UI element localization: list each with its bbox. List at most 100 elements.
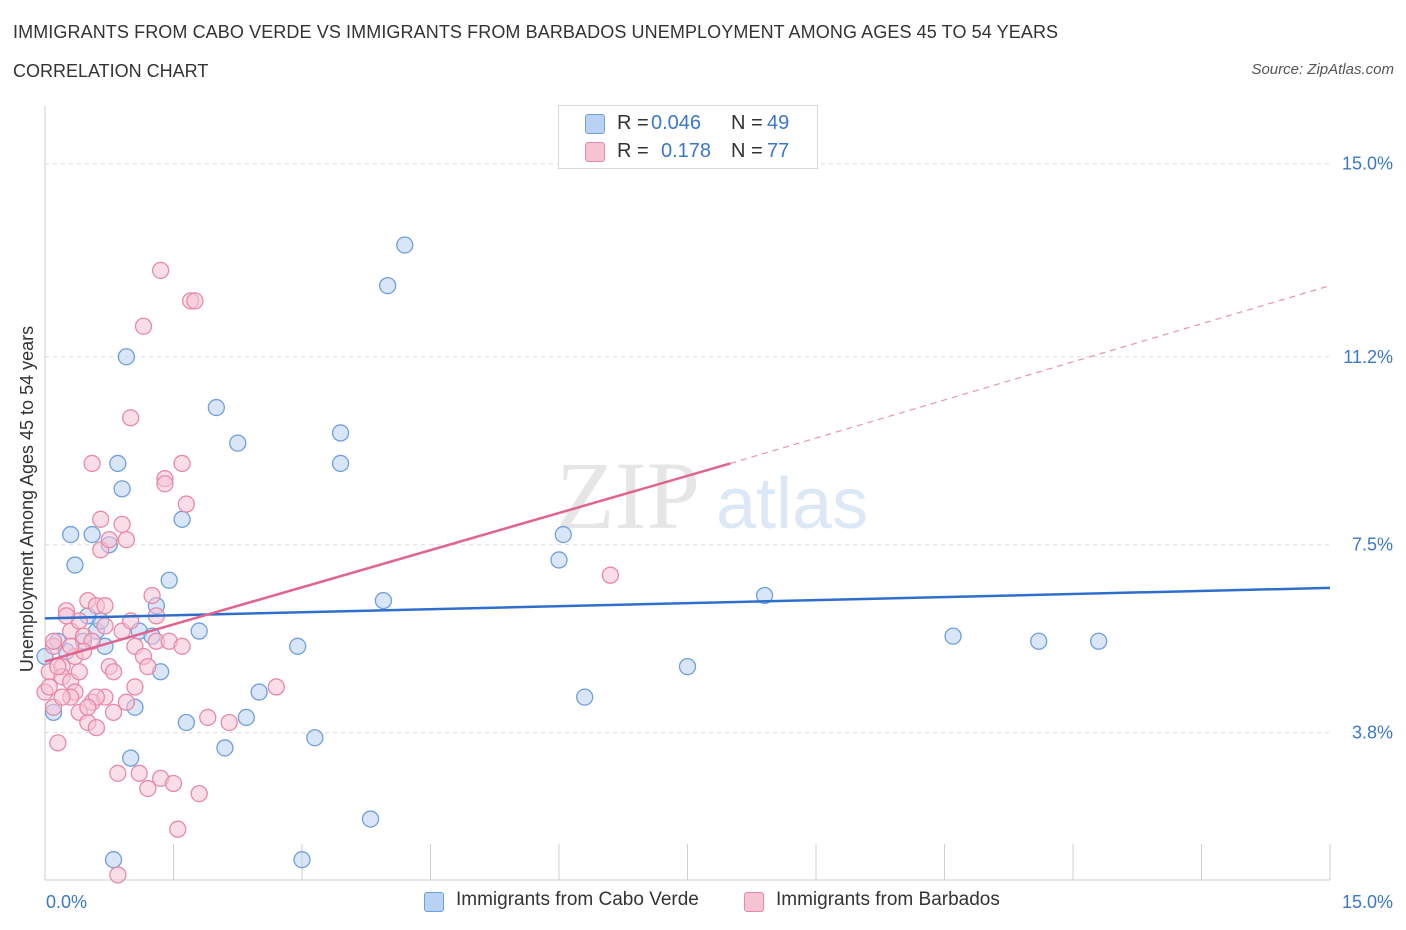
point-pink xyxy=(126,678,144,696)
trend-line-blue xyxy=(44,586,1331,620)
point-pink xyxy=(49,734,67,752)
point-blue xyxy=(331,424,350,442)
y-tick-label: 3.8% xyxy=(1352,723,1393,743)
source-credit: Source: ZipAtlas.com xyxy=(1251,61,1394,78)
point-blue xyxy=(237,708,255,727)
x-tick-label-min: 0.0% xyxy=(46,892,87,912)
point-blue xyxy=(306,729,324,747)
point-blue xyxy=(207,398,225,417)
series-legend: Immigrants from Cabo Verde Immigrants fr… xyxy=(0,889,1406,915)
point-pink xyxy=(49,657,67,676)
point-pink xyxy=(109,866,127,884)
correlation-legend: R = 0.046 N = 49 R = 0.178 N = 77 xyxy=(558,105,818,169)
y-tick-label: 15.0% xyxy=(1342,154,1393,174)
point-pink xyxy=(186,292,204,310)
point-blue xyxy=(104,851,123,869)
point-blue xyxy=(944,627,962,645)
point-blue xyxy=(396,236,414,254)
point-pink xyxy=(190,784,208,803)
point-pink xyxy=(100,530,118,549)
point-pink xyxy=(79,698,97,716)
point-blue xyxy=(122,749,140,767)
legend-r-value: 0.046 xyxy=(651,112,702,134)
point-pink xyxy=(109,764,127,782)
point-blue xyxy=(216,739,234,757)
point-blue xyxy=(289,637,307,655)
point-pink xyxy=(177,495,196,513)
point-pink xyxy=(173,637,191,655)
chart-subtitle: CORRELATION CHART xyxy=(13,61,209,81)
point-blue xyxy=(229,434,247,452)
point-pink xyxy=(104,663,123,681)
point-blue xyxy=(331,454,350,473)
point-blue xyxy=(190,622,208,640)
legend-n-label: N = xyxy=(731,112,763,134)
watermark-atlas: atlas xyxy=(716,464,868,544)
legend-swatch-blue xyxy=(585,114,605,134)
point-blue xyxy=(1090,632,1108,650)
point-pink xyxy=(44,632,63,650)
point-pink xyxy=(70,663,88,681)
point-blue xyxy=(250,683,268,701)
legend-n-value: 77 xyxy=(767,140,790,162)
point-pink xyxy=(113,515,131,534)
legend-swatch-blue xyxy=(424,892,444,912)
point-blue xyxy=(550,551,568,569)
point-blue xyxy=(379,276,397,295)
point-pink xyxy=(151,261,170,280)
point-pink xyxy=(130,764,148,782)
point-blue xyxy=(113,480,131,498)
chart-title: IMMIGRANTS FROM CABO VERDE VS IMMIGRANTS… xyxy=(13,22,1059,42)
point-pink xyxy=(53,688,71,706)
point-blue xyxy=(554,525,572,544)
watermark-zip: ZIP xyxy=(556,442,700,549)
point-blue xyxy=(117,348,136,366)
point-pink xyxy=(134,317,153,335)
legend-r-label: R = xyxy=(617,112,649,134)
point-blue xyxy=(173,510,191,528)
y-tick-label: 7.5% xyxy=(1352,535,1393,555)
point-pink xyxy=(87,718,106,737)
point-pink xyxy=(139,657,157,676)
legend-n-label: N = xyxy=(731,140,763,162)
point-blue xyxy=(83,525,101,544)
point-pink xyxy=(57,607,76,625)
point-blue xyxy=(374,591,393,610)
point-pink xyxy=(104,703,123,722)
legend-swatch-pink xyxy=(744,892,764,912)
point-pink xyxy=(96,597,114,615)
point-pink xyxy=(169,820,187,838)
trend-extension-pink xyxy=(730,285,1331,465)
trend-line-pink xyxy=(44,462,731,663)
point-blue xyxy=(109,454,127,473)
point-blue xyxy=(160,571,178,589)
point-pink xyxy=(164,774,183,793)
point-pink xyxy=(96,617,114,635)
point-pink xyxy=(156,475,174,493)
point-blue xyxy=(678,657,697,676)
y-tick-label: 11.2% xyxy=(1343,347,1393,367)
x-tick-label-max: 15.0% xyxy=(1342,892,1393,912)
point-blue xyxy=(66,556,84,574)
legend-swatch-pink xyxy=(585,142,605,162)
legend-label-cabo-verde: Immigrants from Cabo Verde xyxy=(456,889,699,910)
point-pink xyxy=(267,678,285,696)
legend-n-value: 49 xyxy=(767,112,790,134)
point-blue xyxy=(177,713,196,732)
point-blue xyxy=(293,851,311,869)
point-pink xyxy=(117,693,136,711)
point-pink xyxy=(83,454,101,473)
point-pink xyxy=(143,586,161,605)
point-pink xyxy=(92,510,110,528)
point-blue xyxy=(755,586,774,605)
point-pink xyxy=(40,678,58,696)
point-blue xyxy=(1030,632,1048,650)
point-blue xyxy=(576,688,594,706)
point-pink xyxy=(199,708,217,727)
legend-r-label: R = xyxy=(617,140,649,162)
legend-label-barbados: Immigrants from Barbados xyxy=(776,889,1000,910)
point-pink xyxy=(601,566,620,584)
point-pink xyxy=(173,454,191,473)
legend-r-value: 0.178 xyxy=(661,140,712,162)
point-pink xyxy=(139,779,157,798)
